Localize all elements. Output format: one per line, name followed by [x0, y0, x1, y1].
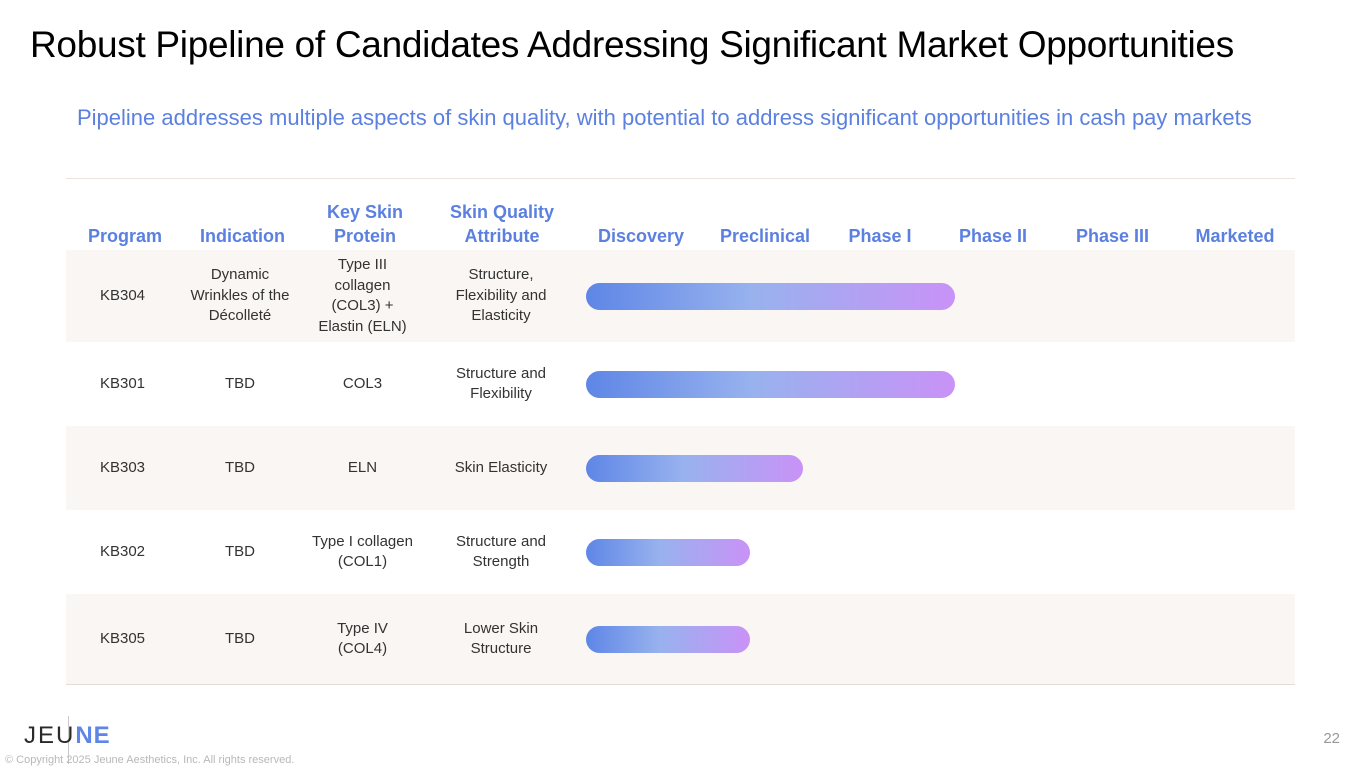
slide-title: Robust Pipeline of Candidates Addressing… — [30, 24, 1234, 65]
attribute-cell: Structure and Strength — [455, 532, 547, 571]
program-cell: KB302 — [99, 542, 146, 560]
table-row: KB304 Dynamic Wrinkles of the Décolleté … — [66, 250, 1295, 342]
attribute-cell: Skin Elasticity — [454, 458, 548, 476]
progress-bar — [586, 283, 955, 310]
table-bottom-rule — [66, 684, 1295, 685]
indication-cell: TBD — [225, 458, 255, 476]
header-program: Program — [87, 226, 163, 246]
protein-cell: COL3 — [342, 374, 383, 392]
table-top-rule — [66, 178, 1295, 179]
header-marketed: Marketed — [1195, 226, 1275, 246]
protein-cell: Type I collagen (COL1) — [312, 532, 413, 571]
header-indication: Indication — [200, 226, 285, 246]
program-cell: KB301 — [99, 374, 146, 392]
header-skin-quality-attribute: Skin Quality Attribute — [449, 202, 555, 246]
attribute-cell: Structure and Flexibility — [455, 364, 547, 403]
table-row: KB301 TBD COL3 Structure and Flexibility — [66, 342, 1295, 426]
header-key-skin-protein: Key Skin Protein — [326, 202, 404, 246]
indication-cell: TBD — [225, 629, 255, 647]
protein-cell: ELN — [347, 458, 378, 476]
header-phase-3: Phase III — [1075, 226, 1150, 246]
indication-cell: TBD — [225, 374, 255, 392]
logo-divider — [68, 716, 69, 764]
page-number: 22 — [1323, 730, 1340, 747]
copyright-notice: © Copyright 2025 Jeune Aesthetics, Inc. … — [5, 754, 295, 766]
program-cell: KB303 — [99, 458, 146, 476]
header-discovery: Discovery — [597, 226, 685, 246]
protein-cell: Type III collagen (COL3) + Elastin (ELN) — [318, 256, 407, 335]
program-cell: KB305 — [99, 629, 146, 647]
program-cell: KB304 — [99, 286, 146, 304]
table-row: KB305 TBD Type IV (COL4) Lower Skin Stru… — [66, 594, 1295, 684]
header-phase-2: Phase II — [958, 226, 1028, 246]
table-row: KB303 TBD ELN Skin Elasticity — [66, 426, 1295, 510]
progress-bar — [586, 626, 750, 653]
table-row: KB302 TBD Type I collagen (COL1) Structu… — [66, 510, 1295, 594]
progress-bar — [586, 455, 803, 482]
attribute-cell: Lower Skin Structure — [463, 619, 539, 658]
header-phase-1: Phase I — [848, 226, 912, 246]
indication-cell: TBD — [225, 542, 255, 560]
progress-bar — [586, 539, 750, 566]
progress-bar — [586, 371, 955, 398]
jeune-logo: JEUNE — [24, 722, 111, 749]
header-preclinical: Preclinical — [719, 226, 811, 246]
attribute-cell: Structure, Flexibility and Elasticity — [455, 266, 547, 325]
protein-cell: Type IV (COL4) — [337, 619, 388, 658]
slide-subtitle: Pipeline addresses multiple aspects of s… — [77, 105, 1252, 130]
indication-cell: Dynamic Wrinkles of the Décolleté — [190, 266, 290, 325]
